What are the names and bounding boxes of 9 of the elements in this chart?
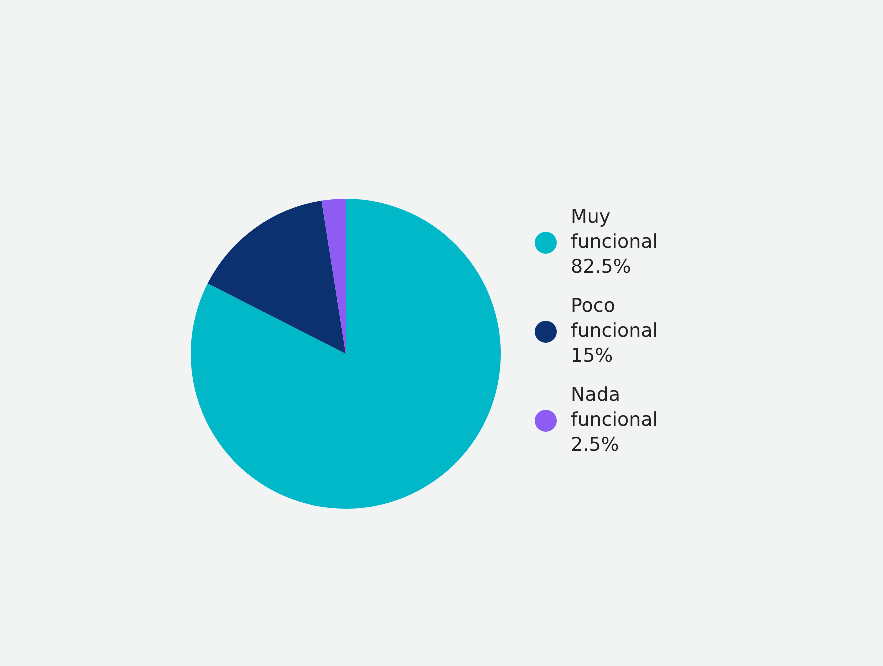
pie-slice <box>191 199 501 509</box>
data-label: 2.5% <box>571 433 620 458</box>
legend-label: Muy funcional <box>571 205 660 255</box>
pie-slice <box>208 200 346 354</box>
data-label: 15% <box>571 344 614 369</box>
legend-label: Poco funcional <box>571 294 660 344</box>
pie-slice <box>322 199 346 354</box>
data-label: 82.5% <box>571 255 632 280</box>
legend-label: Nada funcional <box>571 383 660 433</box>
